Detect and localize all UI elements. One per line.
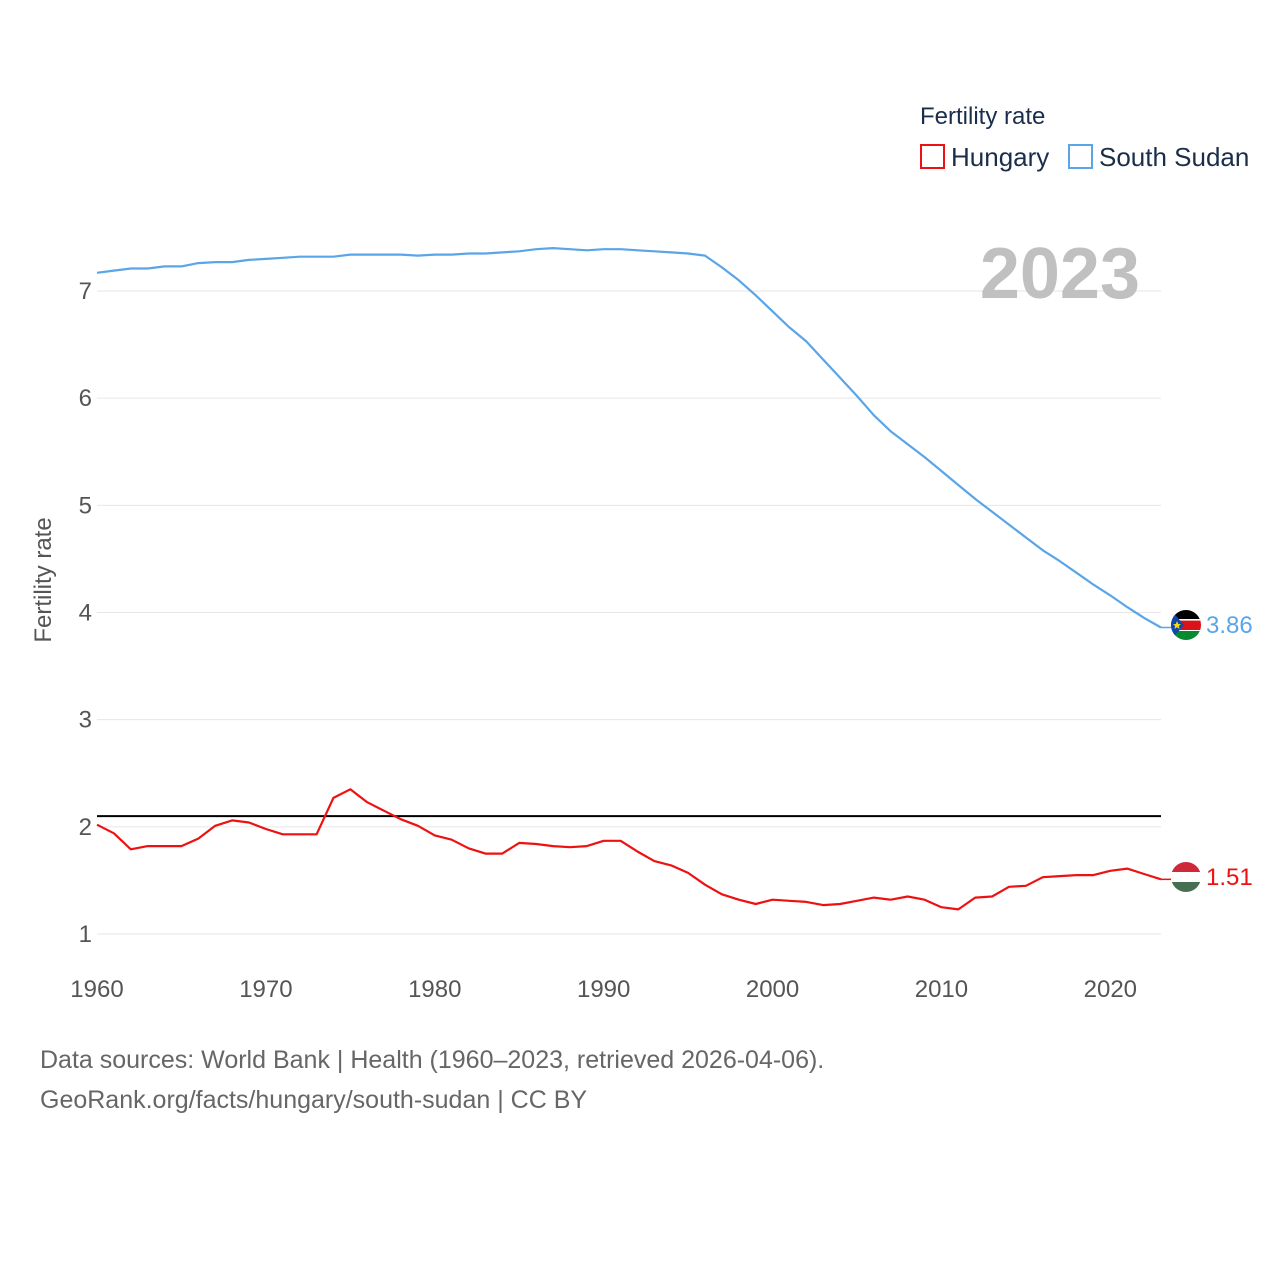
x-tick-label: 1980 — [408, 976, 461, 1003]
y-tick-label: 2 — [79, 814, 92, 841]
hungary-flag-icon — [1171, 862, 1201, 892]
y-tick-label: 5 — [79, 492, 92, 519]
y-tick-label: 1 — [79, 921, 92, 948]
x-axis-ticks: 1960 1970 1980 1990 2000 2010 2020 — [70, 976, 1137, 1003]
x-tick-label: 1960 — [70, 976, 123, 1003]
x-tick-label: 1990 — [577, 976, 630, 1003]
y-axis-title: Fertility rate — [30, 517, 57, 642]
data-sources-text: Data sources: World Bank | Health (1960–… — [40, 1046, 825, 1074]
y-tick-label: 7 — [79, 278, 92, 305]
x-tick-label: 2020 — [1084, 976, 1137, 1003]
x-tick-label: 2010 — [915, 976, 968, 1003]
x-tick-label: 2000 — [746, 976, 799, 1003]
legend-item-south-sudan[interactable]: South Sudan — [1068, 142, 1249, 172]
series-lines — [96, 247, 1171, 911]
source-url-text: GeoRank.org/facts/hungary/south-sudan | … — [40, 1086, 588, 1114]
end-value-label-hungary: 1.51 — [1206, 864, 1253, 891]
end-value-label-south-sudan: 3.86 — [1206, 612, 1253, 639]
legend: Fertility rate Hungary South Sudan — [920, 103, 1249, 172]
y-tick-label: 3 — [79, 707, 92, 734]
grid — [97, 290, 1161, 935]
series-line-south-sudan — [96, 247, 1162, 629]
legend-item-hungary[interactable]: Hungary — [920, 142, 1049, 172]
legend-swatch-south-sudan — [1068, 144, 1093, 169]
series-line-hungary — [96, 788, 1162, 911]
x-tick-label: 1970 — [239, 976, 292, 1003]
y-tick-label: 6 — [79, 385, 92, 412]
y-axis-ticks: 1 2 3 4 5 6 7 — [79, 278, 92, 948]
legend-title: Fertility rate — [920, 103, 1045, 130]
year-watermark: 2023 — [980, 234, 1140, 314]
legend-swatch-hungary — [920, 144, 945, 169]
south-sudan-flag-icon — [1171, 610, 1201, 640]
legend-label-south-sudan: South Sudan — [1099, 142, 1249, 172]
legend-label-hungary: Hungary — [951, 142, 1049, 172]
y-tick-label: 4 — [79, 600, 92, 627]
footer: Data sources: World Bank | Health (1960–… — [40, 1040, 824, 1120]
